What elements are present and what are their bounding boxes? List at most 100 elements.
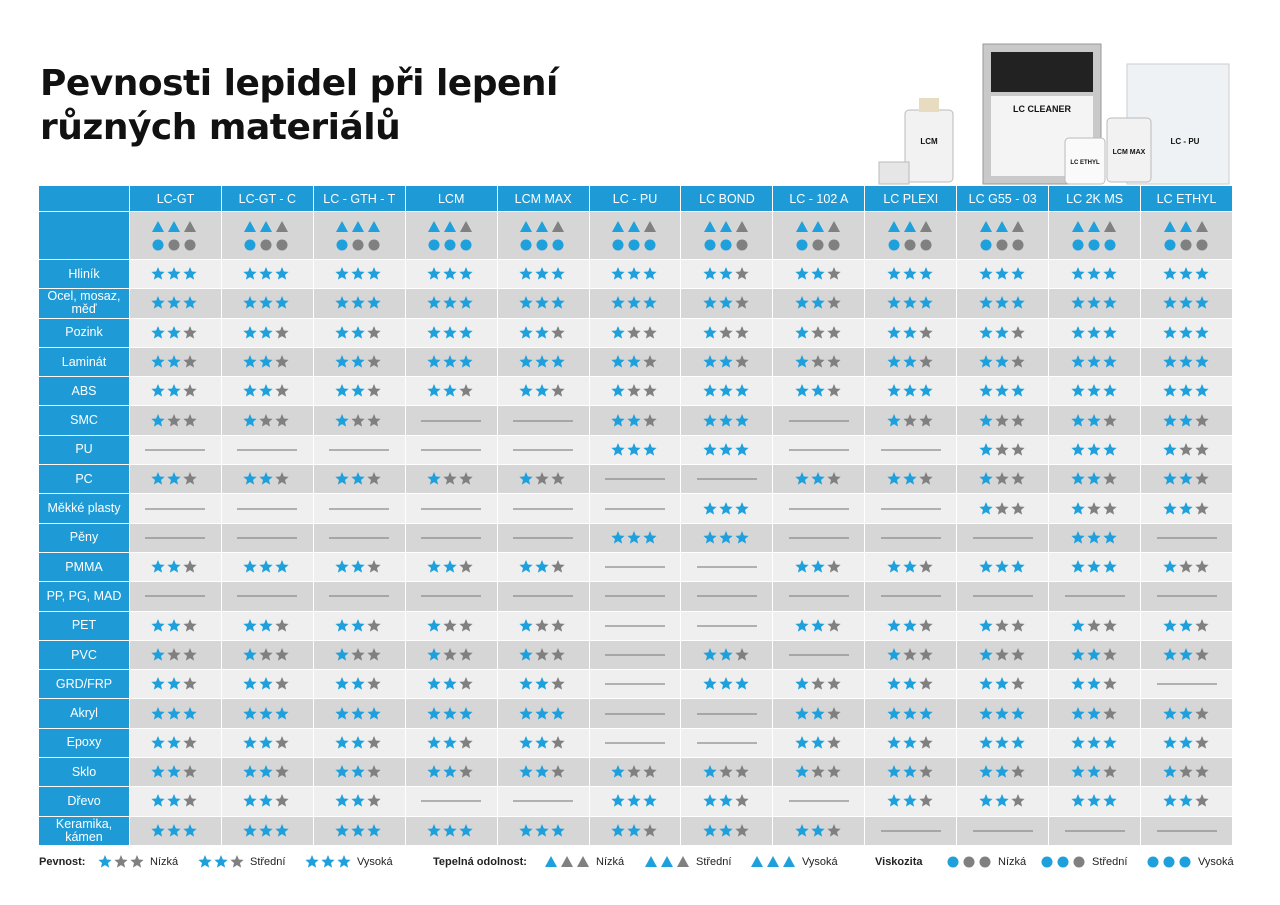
star [167,706,182,720]
star [367,677,381,690]
star [703,648,717,661]
rating-cell [405,582,498,612]
legend-item: Vysoká [304,852,393,872]
rating-cell [957,347,1050,378]
dot [336,239,348,250]
star [611,413,625,427]
star [335,325,349,339]
strength-rating [979,794,1025,808]
star [259,384,274,397]
row-label: Akryl [39,699,130,729]
star [167,823,182,837]
strength-rating [243,296,290,310]
rating-cell [405,670,498,700]
rating-cell [589,758,682,788]
star [827,296,841,310]
strength-rating [887,618,933,632]
rating-cell [1049,435,1142,466]
star [995,384,1009,397]
dot [276,239,288,250]
star [167,765,182,778]
strength-rating [427,648,473,661]
strength-rating [611,765,657,778]
star [795,706,809,720]
star [611,325,625,339]
no-rating [513,595,574,598]
star [443,472,457,485]
star [459,648,473,661]
rating-cell [957,289,1050,319]
triangle [244,220,257,232]
star [719,296,733,310]
strength-rating [703,442,749,456]
rating-cell [865,406,958,436]
no-rating [421,507,482,510]
rating-cell [1141,494,1233,524]
rating-cell [130,582,222,612]
thermal-rating [612,220,657,232]
star [519,296,533,310]
star [1070,267,1085,280]
strength-rating [1162,384,1209,397]
rating-cell [130,699,222,729]
dot [260,239,272,250]
star [1011,735,1025,749]
strength-rating [427,560,473,573]
triangle [276,220,289,232]
rating-cell [130,523,222,553]
strength-rating [703,794,749,808]
rating-cell [589,582,682,612]
star [427,267,441,280]
dot [904,239,916,250]
star [167,648,182,661]
star [795,325,809,339]
legend-item: Střední [643,852,731,872]
star [627,442,641,456]
rating-cell [1141,377,1233,407]
star [351,677,365,690]
star [903,325,917,339]
star [995,648,1009,661]
star [1102,325,1117,339]
star [735,296,749,310]
star [427,648,441,661]
star [335,296,349,310]
strength-rating [243,472,290,485]
no-rating [145,537,206,539]
star [795,355,809,368]
strength-rating [151,267,198,280]
star [611,267,625,280]
dot [920,239,932,250]
star [1070,765,1085,778]
rating-cell [1141,552,1233,583]
star [443,706,457,720]
thermal-rating [336,220,381,232]
strength-rating [1070,648,1117,661]
strength-rating [1162,355,1209,368]
rating-cell [405,406,498,436]
dot [963,856,975,868]
star [335,823,349,837]
star [1102,765,1117,778]
star [275,794,290,808]
legend-item: Nízká [945,852,1026,872]
star [351,618,365,632]
star [183,735,198,749]
thermal-rating [428,220,473,232]
star [827,355,841,368]
strength-rating [611,355,657,368]
viscosity-rating [980,239,1024,250]
rating-cell [1049,816,1142,846]
star [151,765,166,778]
dot [736,239,748,250]
star [703,355,717,368]
star [1011,560,1025,573]
strength-rating [611,794,657,808]
column-header: LC - GTH - T [313,186,406,212]
rating-cell [681,289,774,319]
no-rating [605,683,666,685]
star [703,530,717,544]
no-rating [329,449,390,451]
rating-cell [681,494,774,524]
row-label: SMC [39,406,130,436]
